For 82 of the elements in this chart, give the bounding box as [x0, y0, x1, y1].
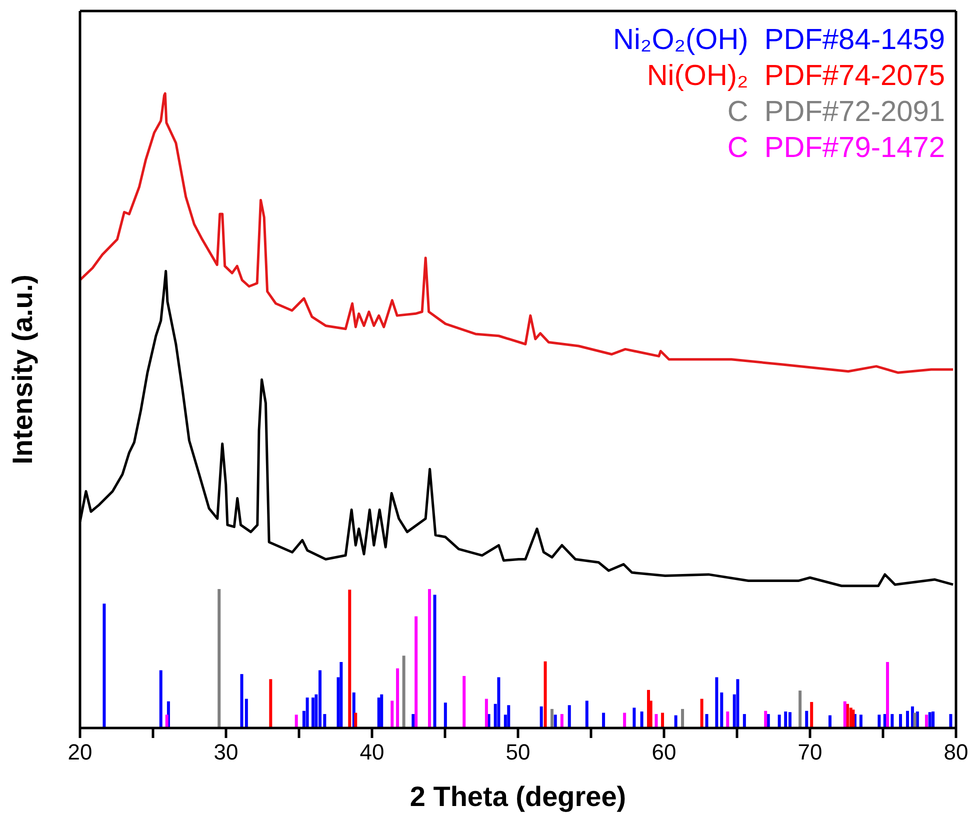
- text: Ni₂O₂(OH) PDF#84-1459: [613, 23, 945, 58]
- bar: [602, 712, 606, 728]
- bar: [681, 708, 684, 728]
- bar: [913, 712, 916, 728]
- bar: [497, 677, 500, 728]
- bar: [444, 702, 447, 728]
- bar: [654, 714, 658, 728]
- bar: [906, 710, 910, 728]
- bar: [318, 670, 322, 728]
- bar: [764, 710, 768, 728]
- bar: [159, 670, 162, 728]
- bar: [540, 706, 543, 728]
- text: C PDF#72-2091: [726, 95, 945, 130]
- bar: [886, 662, 890, 728]
- bar: [568, 705, 571, 728]
- bar: [705, 714, 708, 728]
- bar: [428, 589, 432, 728]
- bar: [396, 668, 400, 728]
- bar: [269, 679, 272, 728]
- bar: [932, 712, 935, 728]
- bar: [165, 714, 168, 728]
- bar: [810, 702, 814, 728]
- bar: [354, 712, 358, 728]
- bar: [462, 676, 466, 728]
- bar: [852, 710, 855, 728]
- bar: [828, 715, 832, 728]
- bar: [412, 714, 415, 728]
- bar: [623, 712, 626, 728]
- bar: [640, 712, 644, 728]
- bar: [507, 705, 510, 728]
- bar: [700, 698, 704, 728]
- bar: [798, 690, 802, 728]
- bar: [348, 590, 352, 728]
- x-tick-label: 50: [506, 740, 530, 765]
- x-tick-label: 70: [798, 740, 822, 765]
- bar: [720, 692, 724, 728]
- x-tick-label: 60: [652, 740, 676, 765]
- x-tick-label: 40: [360, 740, 384, 765]
- text: Ni(OH)₂ PDF#74-2075: [646, 59, 945, 94]
- bar: [484, 698, 488, 728]
- bar: [778, 714, 781, 728]
- bar: [554, 714, 557, 728]
- bar: [433, 594, 436, 728]
- bar: [312, 698, 314, 728]
- x-tick-label: 20: [68, 740, 92, 765]
- bar: [805, 710, 808, 728]
- bar: [949, 714, 952, 728]
- bar: [402, 656, 406, 728]
- bar: [784, 712, 788, 728]
- bar: [878, 714, 881, 728]
- bar: [715, 677, 718, 728]
- bar: [380, 694, 384, 728]
- bar: [414, 616, 418, 728]
- bar: [674, 715, 678, 728]
- x-tick-label: 30: [214, 740, 238, 765]
- bar: [218, 589, 221, 728]
- bar: [550, 708, 554, 728]
- bar: [899, 714, 902, 728]
- bar: [928, 712, 932, 728]
- x-tick-label: 80: [944, 740, 968, 765]
- x-axis-title: 2 Theta (degree): [410, 781, 626, 812]
- bar: [585, 700, 588, 728]
- bar: [340, 662, 343, 728]
- bar: [544, 661, 547, 728]
- bar: [726, 712, 730, 728]
- text: C PDF#79-1472: [726, 131, 945, 166]
- bar: [924, 714, 928, 728]
- bar: [560, 714, 564, 728]
- bar: [788, 712, 792, 728]
- bar: [890, 714, 894, 728]
- bar: [294, 714, 298, 728]
- y-axis-title: Intensity (a.u.): [6, 274, 38, 464]
- bar: [632, 708, 636, 728]
- bar: [102, 604, 106, 728]
- bar: [736, 679, 740, 728]
- bar: [661, 712, 664, 728]
- bar: [390, 700, 394, 728]
- bar: [306, 698, 309, 728]
- bar: [742, 714, 746, 728]
- bar: [766, 714, 770, 728]
- bar: [859, 714, 862, 728]
- bar: [843, 701, 846, 728]
